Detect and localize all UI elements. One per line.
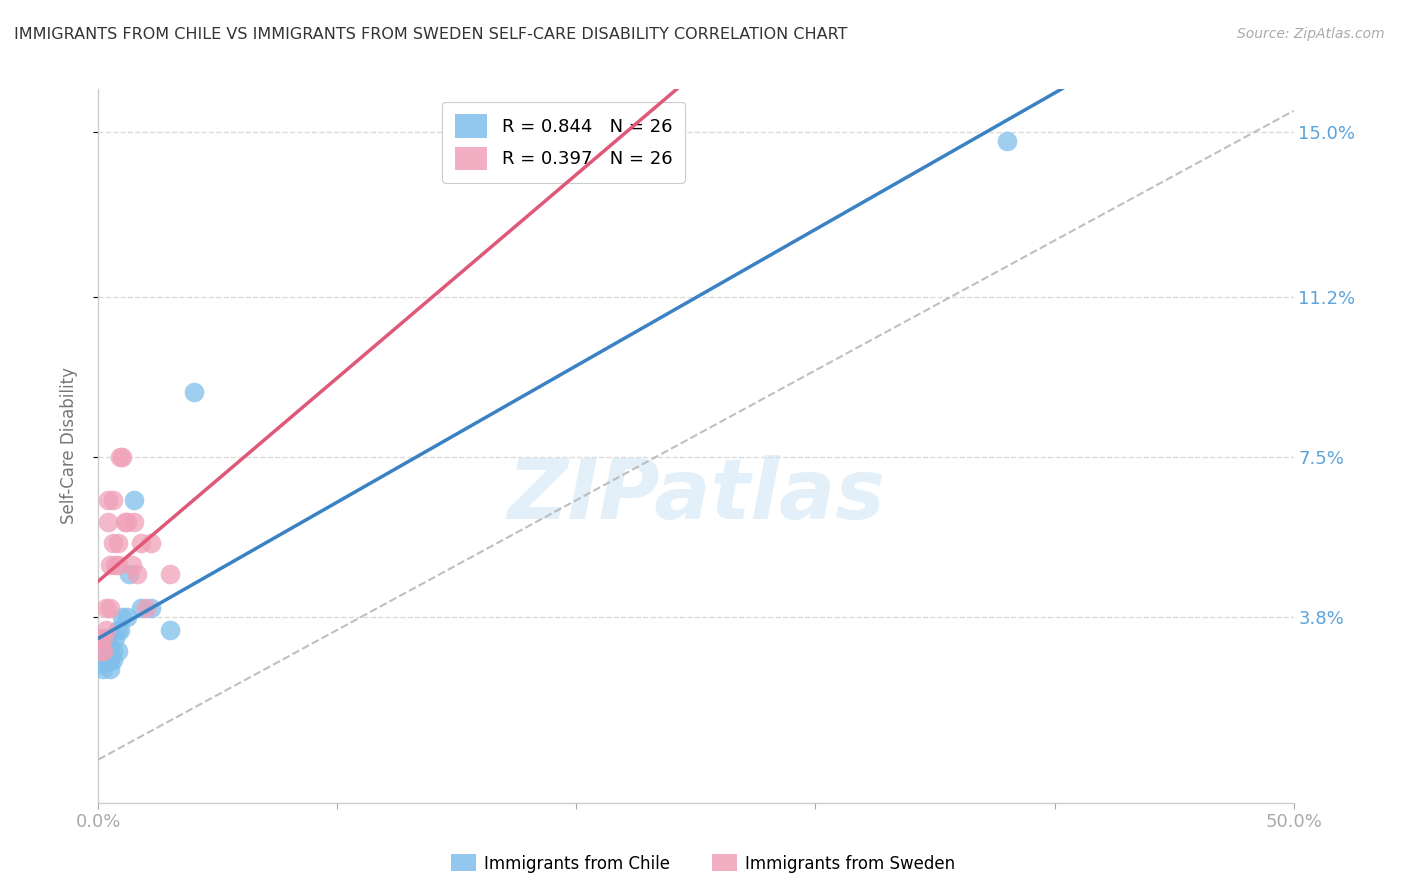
Point — [101, 653, 124, 667]
Point — [97, 653, 120, 667]
Point — [107, 623, 129, 637]
Point — [98, 558, 122, 572]
Point — [111, 450, 134, 464]
Point — [107, 644, 129, 658]
Legend: Immigrants from Chile, Immigrants from Sweden: Immigrants from Chile, Immigrants from S… — [444, 847, 962, 880]
Point — [104, 558, 127, 572]
Point — [101, 536, 124, 550]
Text: Source: ZipAtlas.com: Source: ZipAtlas.com — [1237, 27, 1385, 41]
Point — [159, 623, 181, 637]
Point — [98, 640, 122, 654]
Point — [98, 662, 122, 676]
Point — [118, 566, 141, 581]
Point — [131, 536, 153, 550]
Point — [94, 644, 117, 658]
Point — [91, 644, 114, 658]
Point — [124, 515, 146, 529]
Point — [91, 662, 114, 676]
Point — [115, 515, 138, 529]
Point — [124, 493, 146, 508]
Point — [159, 566, 181, 581]
Point — [107, 536, 129, 550]
Point — [94, 623, 117, 637]
Point — [139, 601, 162, 615]
Point — [101, 644, 124, 658]
Point — [90, 632, 112, 646]
Point — [115, 610, 138, 624]
Point — [121, 558, 143, 572]
Point — [98, 653, 122, 667]
Point — [183, 384, 205, 399]
Point — [90, 657, 112, 672]
Text: ZIPatlas: ZIPatlas — [508, 456, 884, 536]
Point — [114, 515, 136, 529]
Point — [135, 601, 157, 615]
Point — [107, 558, 129, 572]
Point — [131, 601, 153, 615]
Point — [108, 623, 131, 637]
Point — [97, 515, 120, 529]
Point — [91, 644, 114, 658]
Point — [125, 566, 148, 581]
Point — [91, 632, 114, 646]
Point — [94, 632, 117, 646]
Point — [97, 632, 120, 646]
Point — [97, 493, 120, 508]
Point — [101, 493, 124, 508]
Point — [94, 601, 117, 615]
Point — [995, 134, 1018, 148]
Point — [108, 450, 131, 464]
Point — [111, 610, 134, 624]
Point — [97, 644, 120, 658]
Text: IMMIGRANTS FROM CHILE VS IMMIGRANTS FROM SWEDEN SELF-CARE DISABILITY CORRELATION: IMMIGRANTS FROM CHILE VS IMMIGRANTS FROM… — [14, 27, 848, 42]
Y-axis label: Self-Care Disability: Self-Care Disability — [59, 368, 77, 524]
Point — [139, 536, 162, 550]
Legend: R = 0.844   N = 26, R = 0.397   N = 26: R = 0.844 N = 26, R = 0.397 N = 26 — [441, 102, 685, 183]
Point — [104, 632, 127, 646]
Point — [90, 644, 112, 658]
Point — [98, 601, 122, 615]
